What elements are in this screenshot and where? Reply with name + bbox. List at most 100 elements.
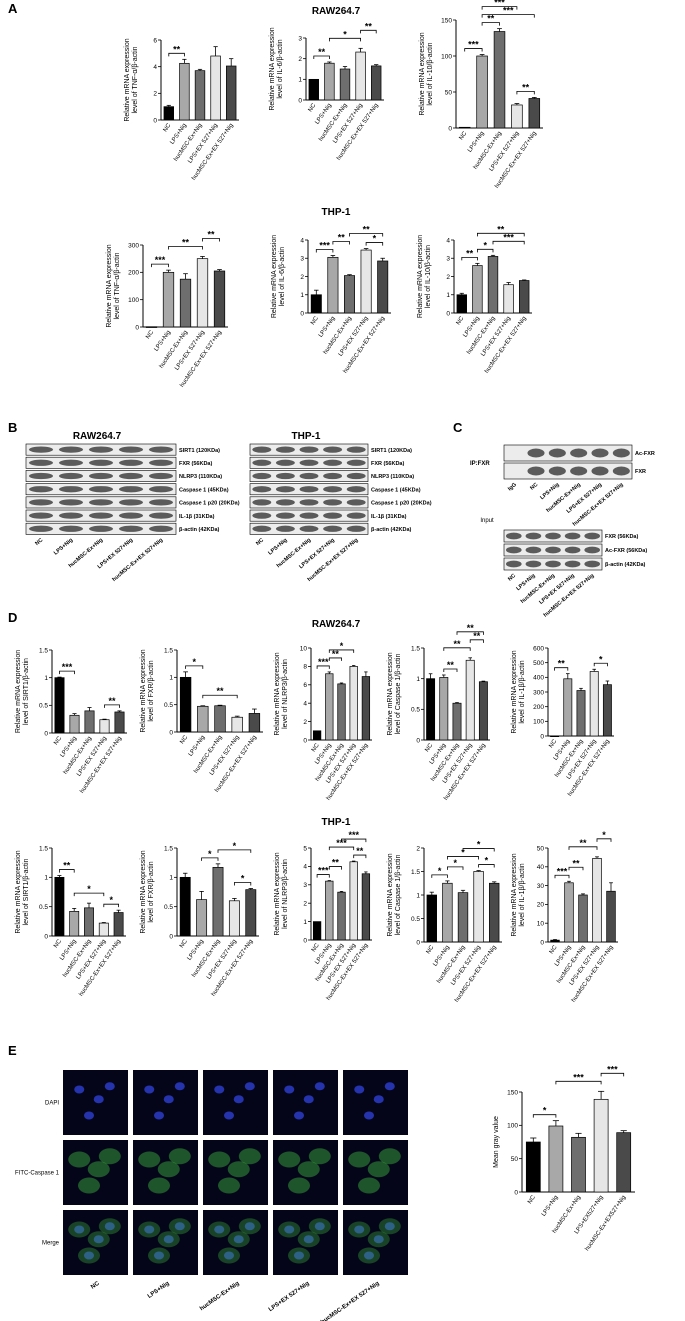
nucleus: [294, 1251, 304, 1260]
caspase-signal: [358, 1247, 380, 1264]
y-tick-label: 4: [303, 701, 307, 708]
significance-bracket: [202, 694, 238, 699]
significance-label: *: [109, 895, 113, 905]
bar: [528, 98, 541, 129]
bar: [349, 861, 358, 941]
x-tick-label: NC: [179, 734, 189, 745]
blot-band: [527, 448, 545, 458]
blot-band: [584, 560, 601, 568]
significance-label: ***: [318, 866, 329, 876]
y-tick-label: 30: [537, 883, 545, 890]
y-axis-label: Relative mRNA expression: [15, 650, 22, 733]
x-tick-label: LPS+Nig: [467, 131, 486, 154]
significance-label: ***: [468, 40, 479, 50]
y-tick-label: 0: [540, 733, 544, 740]
significance-bracket: [464, 48, 483, 52]
caspase-signal: [218, 1247, 240, 1264]
y-axis-label: level of TNF-α/β-actin: [114, 252, 121, 319]
blot-band: [346, 459, 366, 466]
y-tick-label: 400: [533, 675, 544, 682]
blot-label: β-actin (42KDa): [605, 562, 646, 568]
bar: [245, 889, 257, 937]
nucleus: [224, 1251, 234, 1260]
micrograph-tile: [343, 1210, 408, 1275]
blot-band: [89, 525, 113, 532]
blot-band: [149, 512, 173, 519]
significance-label: *: [453, 858, 457, 868]
y-tick-label: 150: [441, 17, 452, 24]
lane-label: NC: [34, 537, 44, 547]
blot-band: [548, 448, 566, 458]
y-tick-label: 1.5: [39, 845, 48, 852]
x-tick-label: NC: [458, 130, 468, 141]
y-tick-label: 1.5: [411, 869, 420, 876]
lane-label: LPS+Nig: [267, 537, 288, 556]
significance-label: **: [63, 861, 71, 871]
bar: [487, 256, 499, 314]
significance-bracket: [365, 242, 384, 246]
significance-bracket: [316, 874, 330, 878]
y-tick-label: 50: [537, 845, 545, 852]
bar: [69, 911, 80, 937]
blot-band: [59, 446, 83, 453]
caspase-signal: [278, 1151, 301, 1168]
y-axis-label: level of TNF-α/β-actin: [132, 46, 139, 113]
bar: [325, 880, 334, 941]
significance-bracket: [59, 869, 75, 873]
caspase-signal: [297, 1231, 320, 1248]
caspase-signal: [288, 1177, 310, 1194]
y-tick-label: 1: [169, 875, 173, 882]
blot-band: [29, 472, 53, 480]
blot-label: FXR (56KDa): [605, 534, 638, 540]
blot-band: [346, 486, 366, 493]
significance-bracket: [516, 91, 535, 95]
blot-band: [299, 446, 319, 453]
caspase-signal: [227, 1231, 250, 1248]
y-axis-label: level of IL-1β/β-actin: [519, 863, 526, 926]
nucleus: [93, 1235, 104, 1244]
y-tick-label: 1: [446, 292, 450, 299]
chart-e: 0 50 100 150 Mean gray value NC LPS+Nig hucMSC-…: [493, 1064, 635, 1252]
nucleus: [163, 1235, 174, 1244]
bar: [476, 55, 488, 129]
y-tick-label: 1: [169, 675, 173, 682]
significance-label: ***: [557, 866, 568, 876]
significance-bracket: [568, 866, 584, 871]
y-tick-label: 10: [537, 921, 545, 928]
significance-bracket: [168, 52, 185, 57]
x-tick-label: NC: [311, 742, 321, 753]
chart-a4: 0 100 200 300 Relative mRNA expression level …: [106, 229, 228, 389]
blot-band: [612, 466, 630, 476]
nucleus: [373, 1235, 384, 1244]
nucleus: [303, 1095, 314, 1104]
y-axis-label: Relative mRNA expression: [511, 650, 518, 733]
blot-band: [323, 459, 343, 466]
y-tick-label: 600: [533, 645, 544, 652]
caspase-signal: [348, 1221, 371, 1238]
y-tick-label: 4: [153, 64, 157, 71]
blot-band: [505, 532, 522, 540]
significance-bracket: [443, 647, 471, 651]
significance-bracket: [104, 704, 120, 708]
blot-band: [89, 499, 113, 506]
micrograph-tile: [273, 1140, 338, 1205]
y-tick-label: 4: [300, 237, 304, 244]
significance-label: *: [340, 641, 344, 651]
x-tick-label: NC: [163, 122, 173, 133]
bar: [548, 1125, 564, 1193]
bar: [525, 1141, 541, 1193]
y-tick-label: 2: [303, 901, 307, 908]
lane-label: NC: [529, 482, 539, 492]
blot-band: [89, 472, 113, 480]
caspase-signal: [157, 1231, 180, 1248]
y-tick-label: 6: [303, 682, 307, 689]
significance-label: ***: [573, 1072, 584, 1082]
micrograph-tile: [203, 1140, 268, 1205]
y-axis-label: level of IL-10/β-actin: [427, 42, 434, 105]
blot-band: [149, 446, 173, 453]
panel-letter-b: B: [8, 420, 17, 435]
caspase-signal: [218, 1177, 240, 1194]
y-tick-label: 1: [416, 676, 420, 683]
significance-bracket: [332, 241, 350, 245]
y-tick-label: 1: [300, 292, 304, 299]
